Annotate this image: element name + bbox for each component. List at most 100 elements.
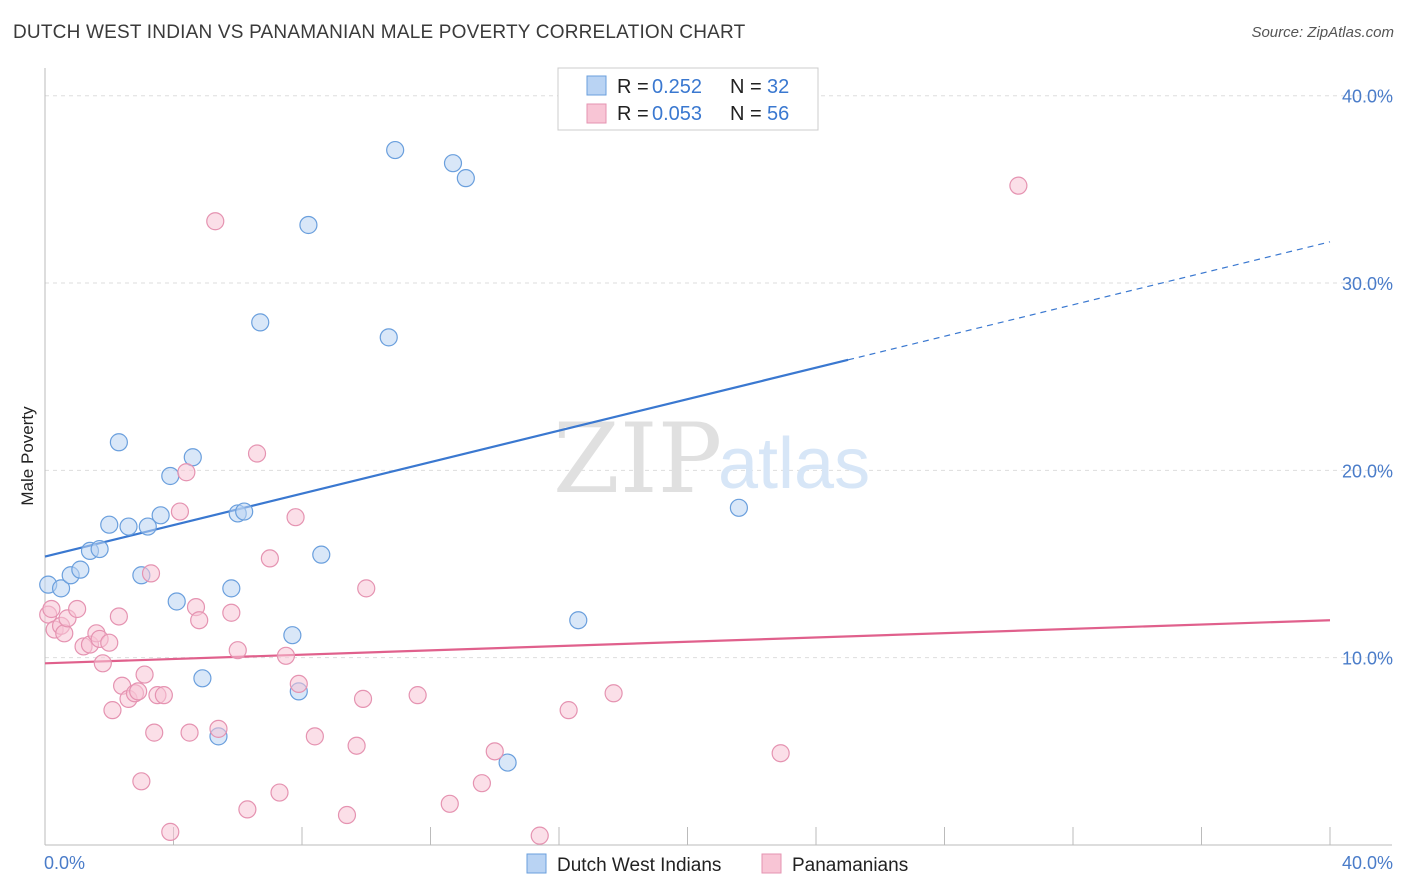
- point-pink-6: [68, 599, 87, 619]
- point-blue-11: [151, 506, 170, 525]
- point-pink-42: [305, 727, 324, 746]
- axes: [44, 68, 1392, 846]
- point-blue-25: [379, 328, 398, 347]
- point-blue-28: [456, 169, 475, 188]
- legend-r-value-2: 0.053: [652, 103, 702, 125]
- point-pink-18: [129, 682, 148, 701]
- point-pink-51: [530, 826, 549, 845]
- bottom-legend-label-2: Panamanians: [792, 855, 908, 876]
- point-pink-39: [276, 646, 296, 665]
- watermark-atlas: atlas: [718, 424, 870, 504]
- point-blue-24: [312, 545, 331, 564]
- point-blue-15: [193, 669, 212, 688]
- trend-line-blue: [44, 358, 849, 558]
- point-pink-19: [132, 772, 151, 791]
- point-pink-31: [206, 212, 225, 231]
- point-pink-20: [135, 665, 154, 684]
- point-blue-13: [167, 592, 186, 611]
- point-blue-1: [51, 579, 71, 598]
- legend-n-value-1: 32: [767, 76, 789, 98]
- trend-line-blue-extension: [847, 241, 1331, 361]
- point-pink-46: [357, 579, 376, 598]
- trend-line-pink: [44, 619, 1331, 665]
- legend-n-label-1: N =: [730, 76, 762, 98]
- point-blue-6: [100, 515, 119, 534]
- x-tick-label-0: 0.0%: [44, 853, 85, 873]
- legend-n-value-2: 56: [767, 103, 789, 125]
- legend-r-label-1: R =: [617, 76, 649, 98]
- legend-swatch-blue: [586, 75, 607, 96]
- point-blue-20: [251, 313, 270, 332]
- bottom-legend-label-1: Dutch West Indians: [557, 855, 721, 876]
- point-pink-11: [93, 654, 112, 673]
- point-pink-45: [353, 689, 373, 708]
- point-pink-35: [238, 800, 257, 819]
- point-pink-24: [154, 686, 173, 705]
- legend-n-label-2: N =: [730, 103, 762, 125]
- point-pink-37: [260, 549, 279, 568]
- point-pink-1: [42, 599, 61, 619]
- y-tick-label-3: 40.0%: [1342, 87, 1393, 107]
- point-pink-26: [170, 502, 190, 521]
- point-blue-31: [729, 498, 749, 517]
- point-pink-38: [270, 783, 289, 802]
- point-pink-4: [55, 624, 74, 643]
- point-blue-8: [119, 517, 138, 536]
- bottom-legend-swatch-blue: [526, 853, 547, 874]
- point-blue-5: [90, 539, 109, 559]
- bottom-legend-swatch-pink: [761, 853, 782, 874]
- trend-lines: [44, 241, 1331, 665]
- watermark: ZIP atlas: [553, 403, 870, 515]
- point-blue-26: [386, 140, 405, 160]
- point-pink-30: [190, 611, 209, 630]
- point-blue-21: [283, 626, 302, 645]
- series-legend: Dutch West Indians Panamanians: [526, 853, 908, 876]
- correlation-legend: R = 0.252 N = 32 R = 0.053 N = 56: [557, 67, 819, 131]
- point-pink-12: [100, 633, 119, 652]
- chart-title: DUTCH WEST INDIAN VS PANAMANIAN MALE POV…: [13, 22, 746, 43]
- point-pink-41: [289, 674, 308, 694]
- point-pink-27: [177, 463, 196, 482]
- point-pink-13: [103, 701, 122, 720]
- point-pink-43: [337, 805, 357, 825]
- point-pink-33: [222, 603, 241, 622]
- legend-swatch-pink: [586, 103, 607, 124]
- point-pink-53: [604, 684, 623, 703]
- grid-lines: [45, 95, 1392, 659]
- point-blue-30: [569, 611, 588, 630]
- point-blue-17: [222, 579, 241, 598]
- point-pink-49: [472, 774, 491, 793]
- y-tick-label-2: 30.0%: [1342, 274, 1393, 294]
- y-tick-label-0: 10.0%: [1342, 649, 1393, 669]
- point-pink-47: [408, 686, 427, 705]
- point-pink-28: [180, 723, 199, 742]
- point-pink-34: [228, 641, 247, 660]
- point-blue-10: [138, 517, 157, 536]
- point-blue-29: [498, 753, 517, 772]
- y-axis-label: Male Poverty: [18, 406, 37, 506]
- point-pink-55: [1009, 176, 1028, 195]
- point-pink-50: [485, 742, 504, 761]
- source-label: Source: ZipAtlas.com: [1251, 24, 1394, 41]
- point-blue-23: [299, 215, 318, 235]
- point-pink-48: [440, 794, 459, 813]
- point-pink-40: [286, 508, 305, 527]
- legend-r-value-1: 0.252: [652, 76, 702, 98]
- point-blue-14: [183, 448, 202, 467]
- point-pink-52: [559, 701, 578, 720]
- point-pink-14: [109, 607, 128, 626]
- point-pink-54: [771, 744, 790, 763]
- point-blue-7: [109, 433, 128, 452]
- point-pink-25: [161, 822, 180, 841]
- point-pink-22: [145, 723, 164, 742]
- point-pink-36: [247, 444, 267, 463]
- watermark-zip: ZIP: [553, 403, 722, 515]
- point-blue-27: [443, 154, 463, 173]
- point-blue-12: [161, 466, 180, 486]
- point-pink-21: [141, 564, 161, 583]
- y-tick-label-1: 20.0%: [1342, 461, 1393, 481]
- point-blue-19: [235, 502, 254, 521]
- data-points: [39, 140, 1028, 845]
- axis-ticks: 10.0% 20.0% 30.0% 40.0% 0.0% 40.0%: [44, 87, 1393, 873]
